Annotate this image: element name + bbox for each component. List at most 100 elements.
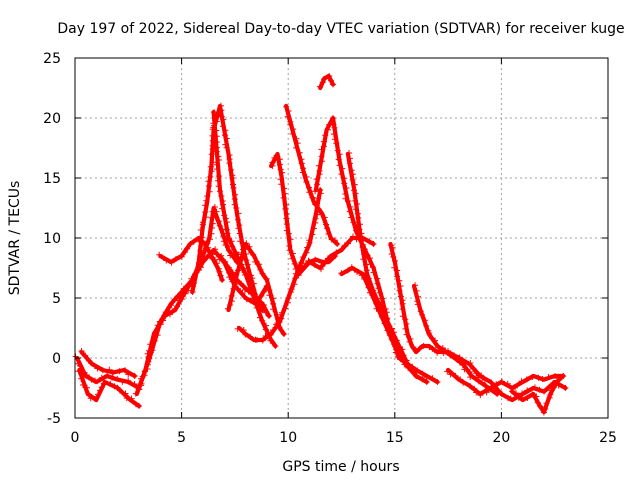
data-point [273,152,280,159]
data-point [281,190,288,197]
data-point [523,376,530,383]
data-point [334,147,341,154]
data-point [106,366,113,373]
data-point [366,238,373,245]
data-point [292,266,299,272]
data-point [323,221,330,228]
data-point [475,378,482,385]
data-point [333,249,340,256]
data-point [214,166,220,173]
data-point [125,377,132,384]
data-point [287,121,294,128]
data-point [168,302,175,309]
data-point [243,296,250,303]
series-markers-track-u [456,354,569,402]
data-point [345,198,352,204]
data-point [241,286,248,293]
data-point [266,313,272,319]
data-point [287,289,294,295]
data-point [204,193,211,200]
data-point [303,179,310,185]
data-point [221,259,228,266]
data-point [205,178,212,185]
data-point [175,297,182,304]
data-point [187,241,194,247]
data-point [219,205,226,212]
data-point [138,382,145,389]
data-point [341,175,348,182]
data-point [560,373,567,379]
data-point [197,238,204,245]
y-tick-label: 0 [52,351,61,367]
data-point [193,269,200,276]
series-markers-track-d [132,204,240,397]
data-point [319,158,325,165]
data-point [399,300,406,307]
data-point [313,176,320,183]
data-point [426,330,433,337]
data-point [370,287,377,294]
data-point [168,259,175,266]
data-point [547,391,554,398]
data-point [296,149,303,156]
data-point [482,382,489,389]
data-point [207,253,213,260]
data-point [95,391,101,398]
data-point [213,260,220,267]
data-point [352,190,359,197]
data-point [358,272,365,279]
data-point [197,227,204,233]
data-point [346,150,352,156]
x-tick-label: 5 [177,430,186,446]
data-point [242,331,249,338]
data-point [275,314,281,321]
data-point [150,335,157,342]
data-point [246,279,253,286]
data-point [351,181,358,188]
data-point [289,255,296,262]
data-point [310,225,317,232]
data-point [226,264,233,271]
data-point [276,156,283,163]
data-point [146,347,153,354]
data-point [535,374,542,381]
data-point [122,367,129,374]
data-point [132,390,139,397]
data-point [406,338,413,345]
data-point [116,368,123,375]
data-point [131,381,138,387]
data-point [402,325,409,332]
data-point [109,374,116,381]
y-tick-label: 5 [52,291,61,307]
data-point [239,290,246,297]
data-point [247,297,254,304]
data-point [249,275,256,282]
data-point [325,231,332,237]
data-point [285,295,292,302]
data-point [334,241,341,247]
data-point [542,405,549,412]
data-point [330,115,336,122]
data-point [261,306,268,313]
data-point [298,259,305,266]
data-point [197,247,204,254]
data-point [174,303,181,310]
data-point [534,399,541,406]
data-point [98,384,105,391]
data-point [203,254,210,261]
data-point [154,326,161,333]
data-point [235,210,242,217]
data-point [222,127,229,134]
data-point [277,166,284,173]
data-point [147,341,154,348]
data-point [146,355,153,362]
series-line-track-q [345,151,419,379]
data-point [444,368,451,375]
data-point [235,225,242,232]
data-point [374,280,381,287]
series-markers-track-s [412,282,501,397]
data-point [332,237,338,244]
data-point [222,141,229,148]
data-point [316,162,322,169]
